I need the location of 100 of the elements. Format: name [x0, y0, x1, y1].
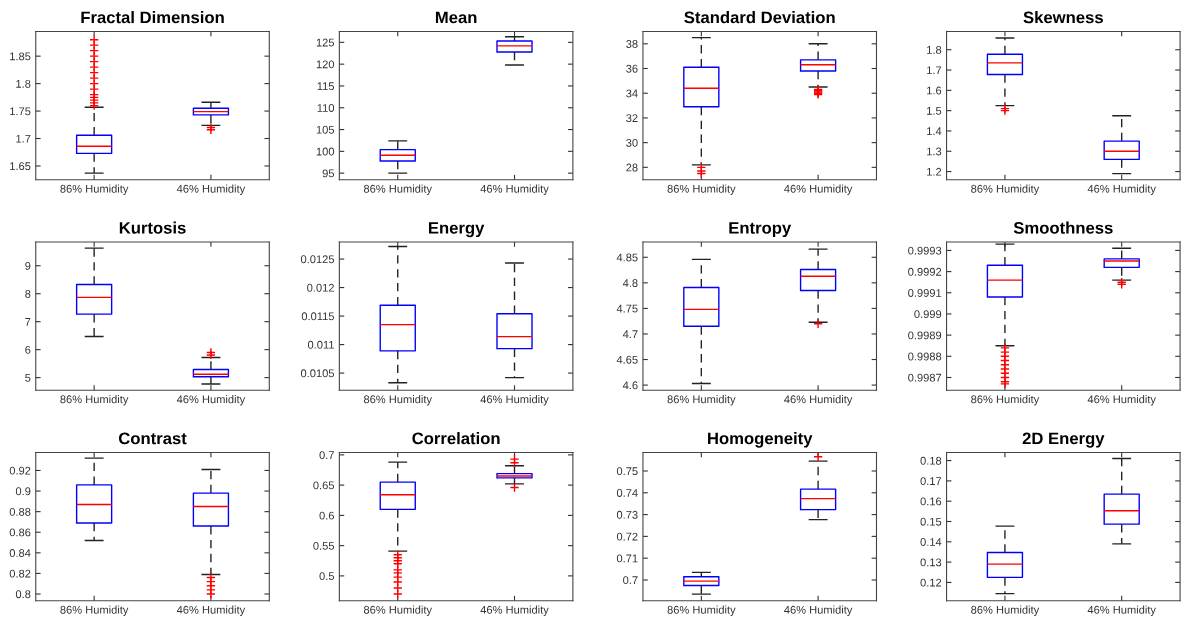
y-tick-label: 28	[626, 163, 638, 172]
y-tick-label: 7	[25, 318, 31, 326]
y-tick-label: 4.7	[622, 330, 638, 338]
y-tick-label: 0.999	[914, 310, 942, 319]
x-tick-label: 86% Humidity	[60, 395, 129, 406]
y-tick-label: 115	[317, 82, 335, 91]
y-tick-label: 0.011	[307, 340, 334, 349]
chart-title: Correlation	[412, 432, 500, 445]
y-tick-label: 125	[316, 38, 335, 47]
x-tick-label: 86% Humidity	[60, 184, 129, 195]
y-tick-label: 0.55	[313, 541, 335, 550]
x-tick-label: 86% Humidity	[667, 395, 736, 406]
x-tick-label: 46% Humidity	[480, 395, 549, 406]
x-tick-label: 46% Humidity	[1087, 605, 1156, 616]
y-tick-label: 0.14	[920, 538, 942, 546]
y-tick-label: 1.8	[927, 45, 942, 54]
y-tick-label: 0.17	[920, 477, 942, 486]
x-tick-label: 46% Humidity	[1087, 184, 1156, 195]
y-tick-label: 0.9993	[908, 246, 942, 255]
y-tick-label: 1.75	[10, 107, 31, 116]
y-tick-label: 0.73	[616, 510, 638, 519]
y-tick-label: 4.8	[622, 279, 638, 287]
x-tick-label: 86% Humidity	[363, 184, 432, 195]
chart-title: Standard Deviation	[684, 11, 835, 24]
y-tick-label: 0.82	[9, 569, 31, 578]
y-tick-label: 4.65	[616, 355, 638, 364]
x-tick-label: 46% Humidity	[784, 395, 853, 406]
y-tick-label: 0.9992	[908, 267, 942, 276]
chart-title: Entropy	[729, 222, 792, 238]
y-tick-label: 0.9991	[908, 289, 942, 297]
y-tick-label: 0.0115	[301, 312, 335, 321]
x-tick-label: 86% Humidity	[363, 605, 432, 616]
x-tick-label: 86% Humidity	[971, 184, 1040, 195]
y-tick-label: 1.5	[927, 107, 942, 115]
y-tick-label: 0.6	[319, 511, 335, 520]
x-tick-label: 46% Humidity	[784, 605, 853, 616]
y-tick-label: 120	[316, 60, 335, 69]
x-tick-label: 46% Humidity	[480, 184, 549, 195]
chart-title: Mean	[435, 11, 477, 24]
y-tick-label: 32	[626, 114, 638, 123]
y-tick-label: 0.012	[307, 283, 334, 292]
y-tick-label: 110	[317, 104, 335, 112]
chart-title: Contrast	[118, 432, 187, 445]
y-tick-label: 30	[626, 138, 638, 147]
y-tick-label: 0.65	[313, 481, 335, 490]
y-tick-label: 0.12	[920, 578, 942, 587]
y-tick-label: 34	[626, 89, 638, 98]
x-tick-label: 46% Humidity	[1087, 395, 1156, 406]
y-tick-label: 4.85	[616, 253, 638, 262]
y-tick-label: 0.88	[9, 507, 31, 516]
y-tick-label: 0.72	[616, 532, 638, 541]
y-tick-label: 0.8	[15, 590, 31, 599]
x-tick-label: 46% Humidity	[176, 395, 246, 406]
y-tick-label: 0.9989	[908, 331, 942, 340]
y-tick-label: 0.84	[9, 549, 31, 557]
y-tick-label: 0.75	[616, 467, 638, 476]
y-tick-label: 0.9987	[908, 373, 942, 382]
y-tick-label: 4.75	[616, 304, 638, 313]
y-tick-label: 0.16	[920, 497, 942, 506]
x-tick-label: 86% Humidity	[60, 605, 129, 616]
y-tick-label: 0.7	[319, 451, 334, 460]
y-tick-label: 8	[25, 289, 31, 298]
y-tick-label: 1.8	[16, 79, 31, 88]
y-tick-label: 0.0125	[300, 255, 335, 264]
y-tick-label: 1.6	[927, 86, 942, 95]
y-tick-label: 0.86	[9, 528, 31, 537]
x-tick-label: 86% Humidity	[363, 395, 432, 406]
y-tick-label: 105	[316, 125, 335, 134]
y-tick-label: 1.65	[10, 162, 31, 171]
y-tick-label: 100	[316, 147, 335, 156]
y-tick-label: 4.6	[622, 381, 638, 390]
x-tick-label: 86% Humidity	[971, 395, 1040, 406]
x-tick-label: 46% Humidity	[784, 184, 853, 195]
y-tick-label: 0.9988	[908, 352, 942, 361]
y-tick-label: 0.18	[920, 456, 942, 465]
chart-title: Smoothness	[1013, 221, 1113, 234]
chart-title: Homogeneity	[708, 432, 813, 448]
y-tick-label: 1.4	[927, 127, 942, 135]
y-tick-label: 6	[25, 345, 31, 354]
x-tick-label: 86% Humidity	[667, 184, 736, 195]
y-tick-label: 0.15	[920, 517, 942, 526]
chart-title: 2D Energy	[1022, 432, 1105, 448]
x-tick-label: 46% Humidity	[480, 605, 549, 616]
y-tick-label: 9	[25, 261, 31, 270]
y-tick-label: 1.2	[927, 167, 942, 176]
y-tick-label: 5	[25, 373, 31, 382]
x-tick-label: 46% Humidity	[176, 184, 246, 195]
y-tick-label: 0.9	[15, 487, 31, 496]
y-tick-label: 1.3	[927, 147, 942, 156]
y-tick-label: 1.85	[10, 52, 31, 61]
y-tick-label: 0.7	[623, 576, 638, 585]
x-tick-label: 46% Humidity	[176, 605, 246, 616]
y-tick-label: 95	[322, 169, 335, 178]
y-tick-label: 0.71	[616, 554, 638, 563]
y-tick-label: 1.7	[927, 66, 942, 75]
chart-title: Energy	[428, 222, 485, 238]
x-tick-label: 86% Humidity	[971, 605, 1040, 616]
y-tick-label: 0.13	[920, 558, 942, 567]
chart-title: Fractal Dimension	[81, 11, 224, 24]
y-tick-label: 38	[626, 40, 638, 48]
